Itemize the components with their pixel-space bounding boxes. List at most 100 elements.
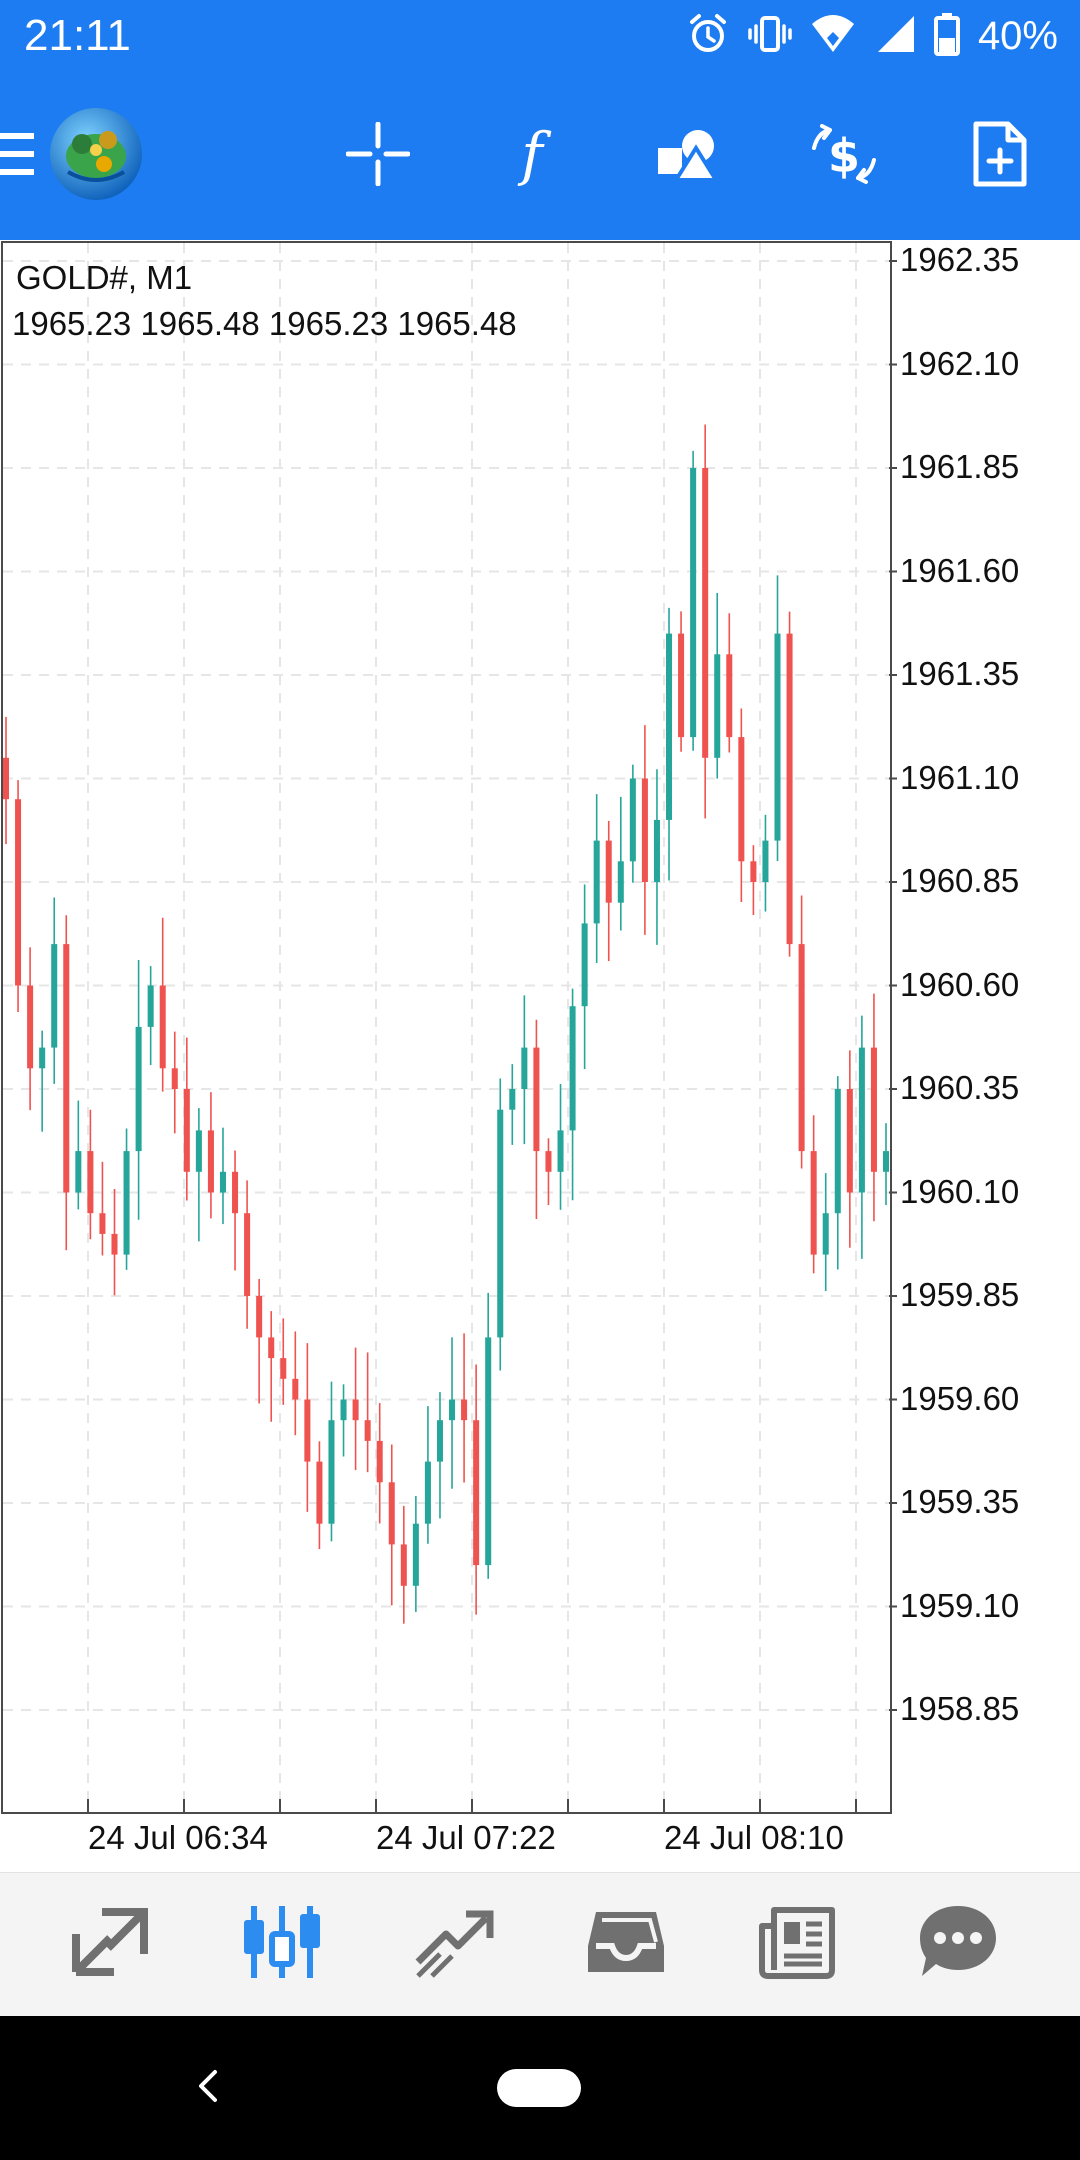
candle-body: [388, 1482, 395, 1545]
new-order-button[interactable]: [950, 106, 1050, 206]
y-tick-label: 1961.35: [900, 655, 1020, 692]
candle-body: [232, 1171, 239, 1214]
candle-body: [822, 1213, 829, 1255]
chart-area[interactable]: GOLD#, M1 1965.23 1965.48 1965.23 1965.4…: [0, 240, 1080, 1872]
candle-body: [545, 1151, 552, 1172]
candle-body: [726, 654, 733, 738]
candlestick-chart[interactable]: [0, 240, 1080, 1872]
candle-body: [798, 944, 805, 1152]
y-tick-label: 1960.10: [900, 1173, 1020, 1210]
candle-body: [364, 1420, 371, 1441]
nav-quotes[interactable]: [50, 1889, 170, 1999]
chart-ohlc-label: 1965.23 1965.48 1965.23 1965.48: [12, 305, 517, 342]
candle-body: [412, 1523, 419, 1586]
candle-body: [135, 1026, 142, 1152]
candle-body: [485, 1337, 492, 1566]
x-tick-label: 24 Jul 08:10: [664, 1819, 844, 1856]
indicators-icon: f: [500, 120, 564, 191]
candle-body: [605, 840, 612, 903]
alarm-icon: [686, 12, 730, 61]
candle-body: [268, 1337, 275, 1359]
y-tick-label: 1960.60: [900, 966, 1020, 1003]
candle-body: [51, 944, 58, 1048]
candle-body: [738, 737, 745, 862]
battery-icon: [933, 12, 960, 61]
app-logo-icon: [48, 106, 144, 207]
nav-chat[interactable]: [898, 1889, 1018, 1999]
y-tick-label: 1961.10: [900, 759, 1020, 796]
chart-icon: [240, 1902, 324, 1987]
candle-body: [870, 1047, 877, 1172]
y-tick-label: 1959.85: [900, 1276, 1020, 1313]
news-icon: [758, 1904, 838, 1985]
menu-icon: [0, 129, 60, 184]
candle-body: [280, 1358, 287, 1379]
status-bar: 21:11: [0, 0, 1080, 72]
nav-trade[interactable]: [394, 1889, 514, 1999]
candle-body: [834, 1089, 841, 1214]
candle-body: [376, 1440, 383, 1483]
candle-body: [569, 1006, 576, 1131]
status-icons: 40%: [686, 8, 1058, 64]
objects-button[interactable]: [638, 106, 738, 206]
candle-body: [39, 1047, 46, 1069]
candle-body: [424, 1461, 431, 1524]
candle-body: [75, 1151, 82, 1193]
candle-body: [2, 757, 10, 800]
new-order-icon: [972, 120, 1028, 193]
candle-body: [292, 1378, 299, 1400]
candle-body: [497, 1109, 504, 1338]
candle-body: [219, 1171, 226, 1193]
svg-text:f: f: [517, 122, 552, 186]
candle-body: [714, 654, 721, 758]
candle-body: [123, 1151, 130, 1255]
candle-body: [99, 1213, 106, 1234]
trade-icon: [412, 1904, 496, 1985]
candle-body: [641, 778, 648, 882]
trade-dollar-icon: $: [808, 122, 880, 191]
nav-news[interactable]: [738, 1889, 858, 1999]
crosshair-icon: [345, 121, 411, 191]
nav-chart[interactable]: [222, 1889, 342, 1999]
candle-body: [159, 985, 166, 1069]
menu-button[interactable]: [0, 106, 80, 206]
y-tick-label: 1962.35: [900, 241, 1020, 278]
candle-body: [762, 840, 769, 882]
trade-button[interactable]: $: [794, 106, 894, 206]
y-tick-label: 1961.85: [900, 448, 1020, 485]
crosshair-button[interactable]: [328, 106, 428, 206]
y-tick-label: 1959.60: [900, 1380, 1020, 1417]
candle-body: [207, 1130, 214, 1193]
candle-body: [786, 633, 793, 945]
candle-body: [533, 1047, 540, 1152]
candle-body: [521, 1047, 528, 1089]
back-button[interactable]: [176, 2056, 240, 2120]
nav-history[interactable]: [566, 1889, 686, 1999]
y-tick-label: 1958.85: [900, 1690, 1020, 1727]
chart-frame: [1, 241, 892, 1814]
app-bar: f $: [0, 72, 1080, 240]
indicators-button[interactable]: f: [482, 106, 582, 206]
candle-body: [316, 1461, 323, 1524]
candle-body: [858, 1047, 865, 1193]
app-logo-button[interactable]: [46, 106, 146, 206]
candle-body: [702, 468, 709, 758]
y-tick-label: 1962.10: [900, 345, 1020, 382]
candle-body: [846, 1089, 853, 1193]
candle-body: [436, 1420, 443, 1462]
battery-percent: 40%: [977, 14, 1058, 58]
x-tick-label: 24 Jul 07:22: [376, 1819, 556, 1856]
candle-body: [147, 985, 154, 1027]
candle-body: [183, 1089, 190, 1172]
candle-body: [593, 840, 600, 924]
candle-body: [15, 799, 22, 986]
candle-body: [195, 1130, 202, 1172]
vibrate-icon: [748, 12, 792, 61]
candle-body: [617, 861, 624, 903]
home-pill[interactable]: [497, 2069, 581, 2107]
candle-body: [304, 1399, 311, 1462]
candle-body: [774, 633, 781, 841]
candle-body: [653, 819, 660, 882]
candle-body: [581, 923, 588, 1007]
